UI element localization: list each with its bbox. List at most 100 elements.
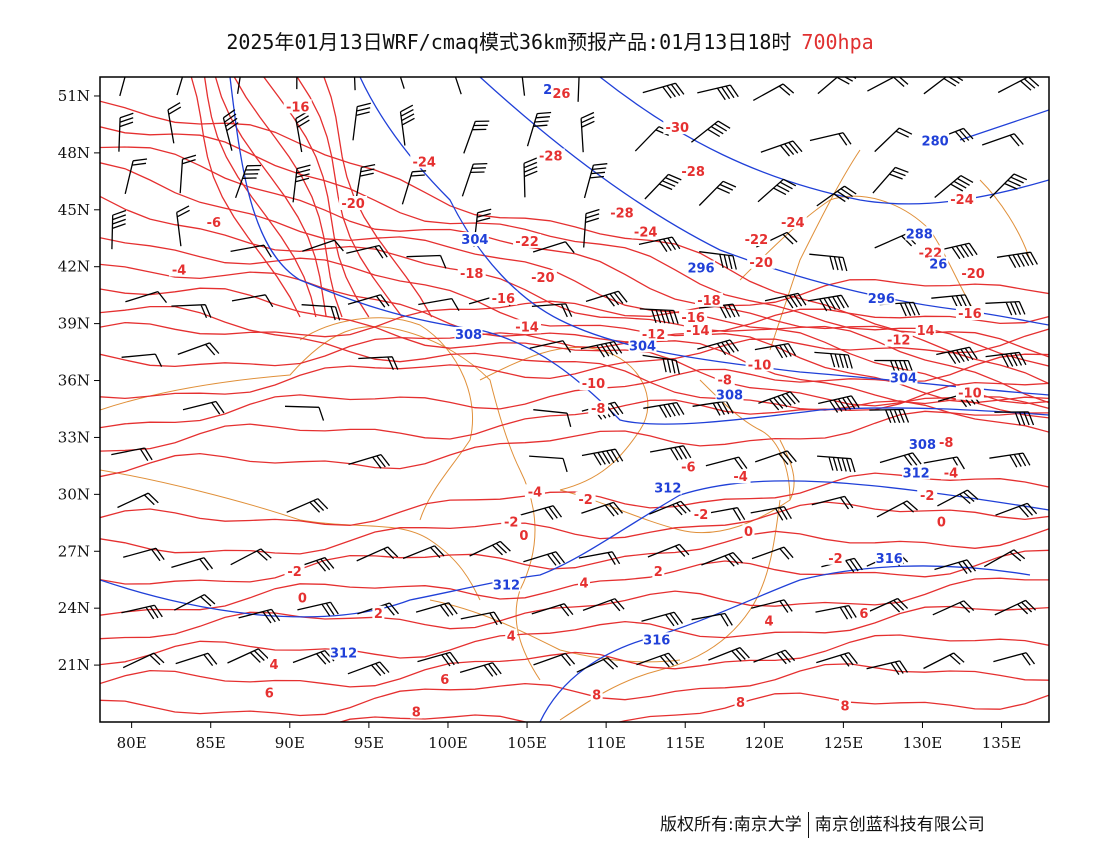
contour-label-bg — [747, 254, 776, 269]
contour-label: 0 — [519, 529, 528, 544]
boundary-line — [559, 439, 795, 534]
lat-tick-label: 48N — [58, 144, 90, 162]
wind-barb — [227, 648, 269, 664]
wind-barb — [754, 450, 797, 465]
wind-barb — [124, 158, 148, 195]
temperature-isoline — [233, 77, 343, 318]
geopotential-isoline — [959, 109, 1049, 141]
wind-barb — [985, 351, 1027, 368]
wind-barb — [352, 102, 371, 141]
wind-barb — [531, 303, 573, 318]
wind-barb — [296, 77, 298, 90]
wind-barb — [118, 112, 134, 152]
contour-label-bg — [505, 628, 518, 643]
contour-label: -4 — [944, 466, 958, 481]
wind-barb — [866, 660, 909, 675]
wind-barb — [529, 340, 572, 353]
footer-right: 南京创蓝科技有限公司 — [814, 815, 985, 835]
wind-barb — [171, 304, 212, 319]
contour-label-bg — [663, 120, 692, 135]
wind-barb — [642, 82, 685, 99]
contour-label: -28 — [681, 165, 705, 180]
contour-label-bg — [329, 645, 358, 660]
contour-label-bg — [778, 214, 807, 229]
wind-barb — [983, 549, 1026, 568]
wind-barb — [815, 604, 857, 620]
wind-barb — [284, 405, 325, 421]
wind-barb — [751, 599, 793, 613]
lat-tick-label: 27N — [58, 542, 90, 560]
contour-label: -24 — [950, 193, 974, 208]
temperature-contours — [100, 77, 1049, 722]
lon-tick-label: 95E — [354, 734, 384, 752]
wind-barb — [816, 651, 858, 667]
contour-label: -14 — [686, 324, 710, 339]
wind-barb — [297, 601, 339, 617]
wind-barb — [461, 162, 488, 197]
contour-label: 316 — [876, 552, 903, 567]
wind-barb — [417, 651, 460, 667]
wind-barb — [222, 109, 239, 151]
wind-barb — [937, 489, 979, 507]
contour-label: -8 — [718, 373, 732, 388]
contour-label: 316 — [643, 633, 670, 648]
contour-label: -4 — [172, 263, 186, 278]
wind-barb — [697, 339, 739, 356]
wind-barb — [996, 251, 1038, 269]
contour-label: 304 — [629, 339, 656, 354]
contour-label-bg — [579, 376, 608, 391]
wind-barb — [691, 612, 733, 627]
wind-barb — [816, 185, 857, 207]
wind-barb — [415, 602, 458, 617]
title-level: 700hpa — [801, 30, 874, 54]
wind-barb — [473, 208, 492, 247]
temperature-isoline — [100, 410, 1049, 478]
contour-label: 4 — [579, 576, 588, 591]
contour-label-bg — [528, 269, 557, 284]
contour-label-bg — [734, 694, 747, 709]
temperature-isoline — [100, 308, 1049, 368]
wind-barb — [521, 77, 526, 96]
country-borders — [100, 149, 1031, 721]
temperature-isoline — [100, 263, 1049, 410]
contour-label: 308 — [455, 328, 482, 343]
wind-barb — [526, 111, 552, 147]
wind-barb — [177, 342, 220, 356]
wind-barb — [179, 154, 197, 194]
contour-label-bg — [908, 436, 937, 451]
wind-barb — [583, 163, 608, 199]
contour-label-bg — [955, 306, 984, 321]
wind-barb — [523, 551, 566, 566]
wind-barb — [985, 300, 1026, 316]
wind-barb — [230, 548, 272, 566]
wind-barb — [585, 290, 628, 307]
contour-label: -16 — [681, 311, 705, 326]
contour-label: -18 — [697, 294, 721, 309]
contour-label-bg — [642, 632, 671, 647]
wind-barb — [347, 661, 390, 677]
contour-label: -16 — [958, 307, 982, 322]
contour-label-bg — [339, 196, 368, 210]
wind-barb — [418, 297, 460, 312]
wind-barb — [577, 77, 580, 102]
wind-barb — [125, 290, 168, 304]
contour-label-bg — [884, 332, 913, 347]
temperature-isoline — [100, 287, 1049, 419]
lon-tick-label: 100E — [428, 734, 468, 752]
contour-label: 296 — [687, 262, 714, 277]
contour-label-bg — [902, 465, 931, 480]
contour-label-bg — [203, 214, 224, 229]
wind-barb — [302, 239, 344, 252]
contour-label: 14 — [917, 324, 935, 339]
contour-label: 312 — [493, 578, 520, 593]
wind-barb — [814, 351, 853, 369]
contour-label: 8 — [412, 705, 421, 720]
contour-label-bg — [955, 385, 984, 400]
wind-barb — [993, 652, 1036, 666]
lat-tick-label: 30N — [58, 485, 90, 503]
wind-barb — [867, 77, 909, 92]
wind-barb — [690, 120, 731, 143]
contour-label: -10 — [748, 358, 772, 373]
contour-label: 6 — [440, 673, 449, 688]
contour-label-bg — [410, 704, 423, 719]
